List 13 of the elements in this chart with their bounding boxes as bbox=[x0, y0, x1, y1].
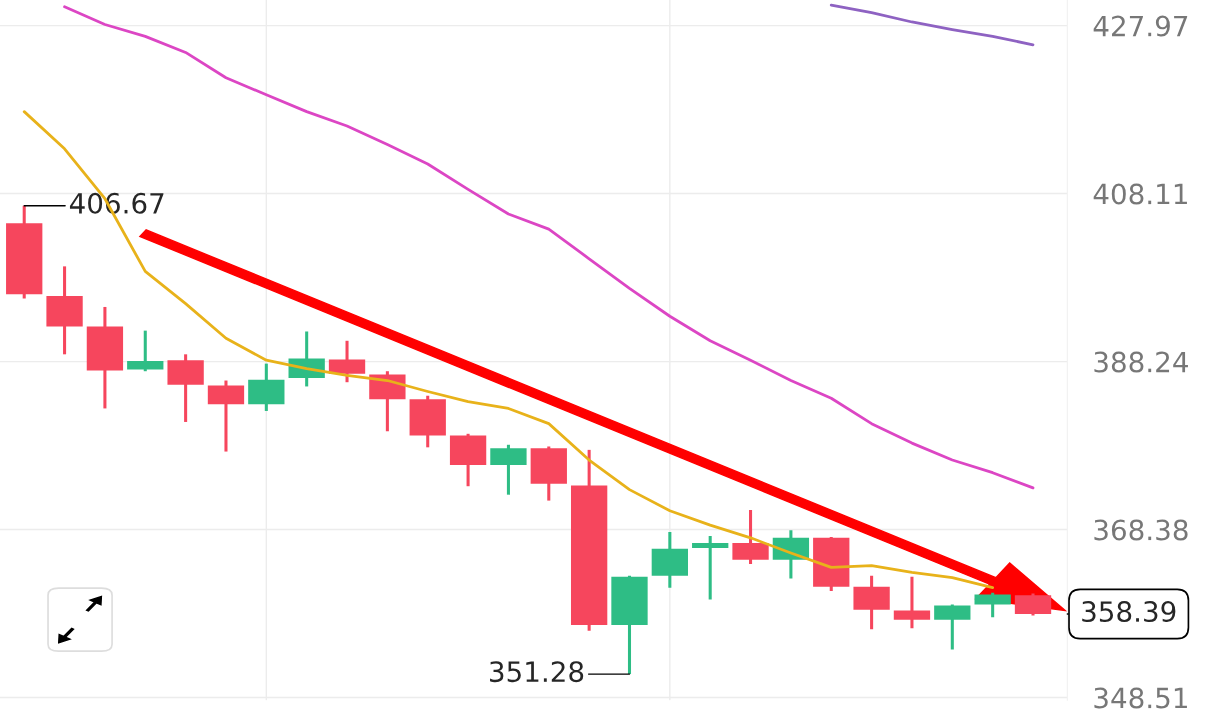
candlestick bbox=[692, 536, 729, 600]
text: 358.39 bbox=[1082, 601, 1176, 623]
candlestick bbox=[127, 330, 164, 373]
y-tick-label: 388.24 bbox=[1094, 351, 1188, 373]
candlestick bbox=[893, 576, 931, 629]
line-series bbox=[22, 110, 995, 590]
y-tick-label: 408.11 bbox=[1093, 183, 1187, 205]
y-tick-label: 427.97 bbox=[1093, 15, 1188, 37]
y-tick-label: 368.38 bbox=[1094, 519, 1188, 541]
y-tick-label: 348.51 bbox=[1094, 687, 1187, 709]
line-series bbox=[829, 3, 1035, 47]
line-series bbox=[63, 5, 1035, 490]
annotation: 351.28 bbox=[490, 661, 584, 683]
